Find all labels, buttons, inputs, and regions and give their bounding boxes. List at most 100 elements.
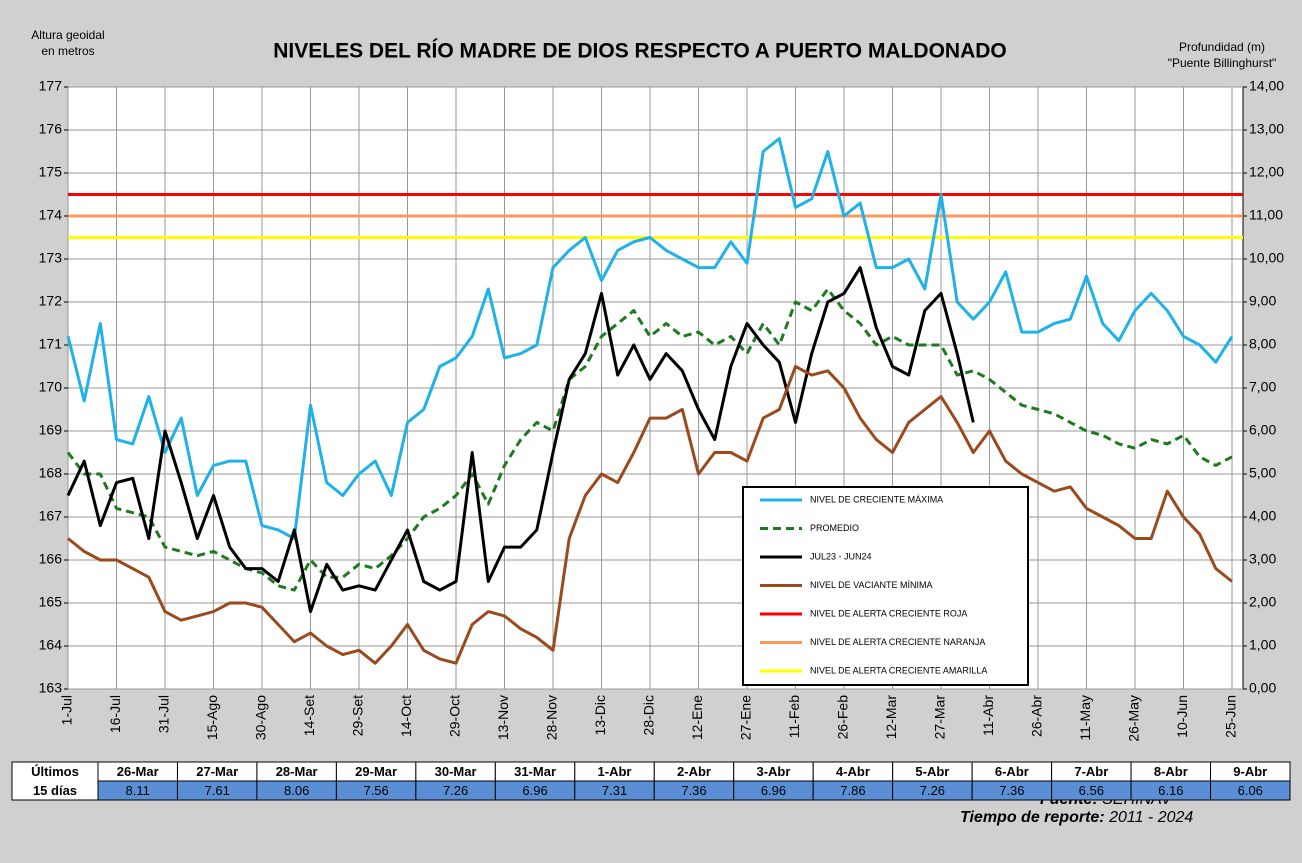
table-value: 6.06 [1238, 783, 1263, 798]
x-tick-label: 26-May [1126, 695, 1142, 742]
y-tick-label: 163 [39, 680, 63, 696]
table-value: 7.36 [999, 783, 1024, 798]
table-value: 8.06 [284, 783, 309, 798]
x-tick-label: 28-Dic [641, 695, 657, 735]
x-tick-label: 12-Mar [883, 695, 899, 740]
x-tick-label: 26-Abr [1029, 695, 1045, 737]
table-date: 3-Abr [756, 764, 790, 779]
legend-label: JUL23 - JUN24 [810, 551, 872, 561]
table-header: 15 días [33, 783, 77, 798]
series-line [66, 137, 1234, 540]
table-value: 7.61 [205, 783, 230, 798]
y-axis-label: Altura geoidal [31, 28, 104, 42]
x-tick-label: 11-Abr [980, 695, 996, 736]
y2-tick-label: 13,00 [1249, 121, 1284, 137]
chart-title: NIVELES DEL RÍO MADRE DE DIOS RESPECTO A… [273, 40, 1007, 63]
y2-tick-label: 2,00 [1249, 594, 1276, 610]
legend-label: NIVEL DE ALERTA CRECIENTE NARANJA [810, 637, 985, 647]
y2-tick-label: 10,00 [1249, 250, 1284, 266]
table-date: 5-Abr [915, 764, 949, 779]
legend-label: NIVEL DE CRECIENTE MÁXIMA [810, 494, 943, 504]
x-tick-label: 1-Jul [59, 695, 75, 725]
x-tick-label: 31-Jul [156, 695, 172, 733]
y2-tick-label: 1,00 [1249, 637, 1276, 653]
x-tick-label: 10-Jun [1174, 695, 1190, 738]
period-value: 2011 - 2024 [1108, 809, 1193, 826]
table-date: 31-Mar [514, 764, 556, 779]
y-tick-label: 171 [39, 336, 63, 352]
y2-axis-label: "Puente Billinghurst" [1168, 56, 1277, 70]
y2-tick-label: 12,00 [1249, 164, 1284, 180]
y-tick-label: 166 [39, 551, 63, 567]
table-value: 6.96 [761, 783, 786, 798]
table-value: 7.56 [363, 783, 388, 798]
period-label-key: Tiempo de reporte: [960, 809, 1105, 826]
table-date: 2-Abr [677, 764, 711, 779]
table-date: 7-Abr [1074, 764, 1108, 779]
table-value: 6.16 [1158, 783, 1183, 798]
x-tick-label: 11-Feb [786, 695, 802, 739]
table-value-cell [1210, 780, 1291, 801]
x-tick-label: 15-Ago [204, 695, 220, 740]
x-tick-label: 13-Nov [495, 695, 511, 740]
y2-tick-label: 3,00 [1249, 551, 1276, 567]
table-date: 27-Mar [196, 764, 238, 779]
y-tick-label: 167 [39, 508, 63, 524]
table-date: 6-Abr [995, 764, 1029, 779]
x-tick-label: 30-Ago [253, 695, 269, 740]
legend-label: NIVEL DE ALERTA CRECIENTE ROJA [810, 608, 967, 618]
x-tick-label: 16-Jul [107, 695, 123, 733]
table-date: 26-Mar [117, 764, 159, 779]
y2-axis-label: Profundidad (m) [1179, 40, 1265, 54]
y-axis-label: en metros [41, 44, 94, 58]
table-value: 6.56 [1079, 783, 1104, 798]
table-date: 9-Abr [1233, 764, 1267, 779]
table-date: 29-Mar [355, 764, 397, 779]
x-tick-label: 13-Dic [592, 695, 608, 735]
x-tick-label: 27-Ene [738, 695, 754, 740]
y2-tick-label: 5,00 [1249, 465, 1276, 481]
legend-label: PROMEDIO [810, 523, 859, 533]
series-line [66, 266, 975, 614]
x-tick-label: 28-Nov [544, 695, 560, 740]
table-header: Últimos [31, 764, 79, 779]
table-header-cell [11, 761, 99, 801]
y-tick-label: 164 [39, 637, 63, 653]
series-line [67, 365, 1233, 665]
x-tick-label: 29-Set [350, 695, 366, 736]
table-date: 30-Mar [435, 764, 477, 779]
y2-tick-label: 0,00 [1249, 680, 1276, 696]
y-tick-label: 176 [39, 121, 63, 137]
series-line [66, 287, 1233, 592]
y2-tick-label: 9,00 [1249, 293, 1276, 309]
y2-tick-label: 11,00 [1249, 207, 1283, 223]
period-label: Tiempo de reporte: 2011 - 2024 [960, 809, 1193, 826]
legend-label: NIVEL DE ALERTA CRECIENTE AMARILLA [810, 665, 987, 675]
table-date: 28-Mar [276, 764, 318, 779]
table-date: 1-Abr [598, 764, 632, 779]
y2-tick-label: 6,00 [1249, 422, 1276, 438]
table-value: 7.86 [840, 783, 865, 798]
x-tick-label: 27-Mar [932, 695, 948, 740]
y-tick-label: 173 [39, 250, 63, 266]
y-tick-label: 170 [39, 379, 63, 395]
legend-label: NIVEL DE VACIANTE MÍNIMA [810, 580, 933, 590]
x-tick-label: 14-Set [301, 695, 317, 736]
y-tick-label: 165 [39, 594, 63, 610]
x-tick-label: 29-Oct [447, 695, 463, 737]
x-tick-label: 25-Jun [1223, 695, 1239, 738]
table-date: 8-Abr [1154, 764, 1188, 779]
x-tick-label: 26-Feb [835, 695, 851, 740]
y-tick-label: 168 [39, 465, 63, 481]
x-tick-label: 11-May [1077, 695, 1093, 741]
x-tick-label: 14-Oct [398, 695, 414, 737]
y2-tick-label: 8,00 [1249, 336, 1276, 352]
table-date: 4-Abr [836, 764, 870, 779]
y-tick-label: 177 [39, 78, 63, 94]
grid [67, 86, 1243, 690]
table-value: 7.36 [681, 783, 706, 798]
y-tick-label: 169 [39, 422, 63, 438]
y2-tick-label: 4,00 [1249, 508, 1276, 524]
table-value: 6.96 [522, 783, 547, 798]
